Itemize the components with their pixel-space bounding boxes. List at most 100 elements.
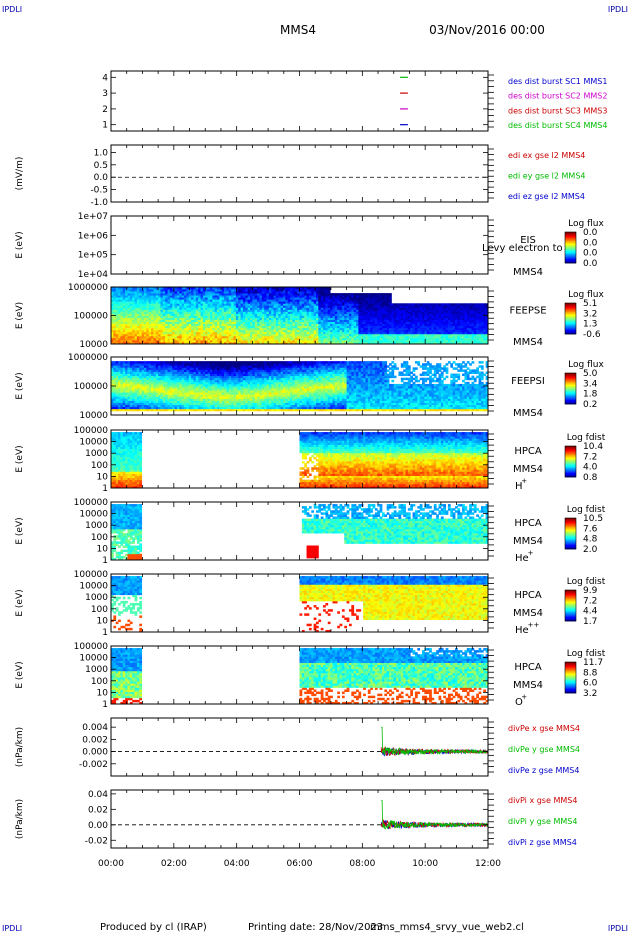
spectrogram-cell: [129, 388, 133, 391]
spectrogram-cell: [155, 341, 159, 345]
spectrogram-cell: [155, 375, 159, 379]
spectrogram-cell: [436, 303, 439, 306]
spectrogram-cell: [419, 327, 423, 331]
spectrogram-cell: [136, 365, 140, 368]
spectrogram-cell: [299, 331, 303, 335]
spectrogram-cell: [398, 331, 402, 335]
spectrogram-cell: [466, 327, 470, 331]
spectrogram-cell: [320, 303, 324, 306]
spectrogram-cell: [483, 307, 487, 310]
spectrogram-cell: [459, 335, 463, 339]
spectrogram-cell: [176, 303, 180, 306]
spectrogram-cell: [363, 315, 366, 318]
spectrogram-cell: [153, 319, 157, 323]
spectrogram-cell: [259, 325, 263, 329]
spectrogram-cell: [332, 313, 336, 316]
spectrogram-cell: [339, 341, 343, 345]
spectrogram-cell: [226, 329, 230, 333]
spectrogram-cell: [219, 305, 223, 308]
spectrogram-cell: [122, 301, 126, 304]
spectrogram-cell: [391, 315, 395, 318]
spectrogram-cell: [374, 327, 378, 331]
spectrogram-cell: [127, 363, 131, 366]
colorbar-step: [565, 242, 576, 245]
spectrogram-cell: [141, 303, 145, 306]
spectrogram-cell: [473, 339, 477, 343]
spectrogram-cell: [377, 333, 381, 337]
spectrogram-cell: [160, 301, 164, 304]
spectrogram-cell: [480, 327, 484, 331]
spectrogram-cell: [165, 293, 168, 296]
spectrogram-cell: [184, 293, 187, 296]
spectrogram-cell: [111, 327, 114, 331]
spectrogram-cell: [398, 303, 402, 306]
spectrogram-cell: [219, 313, 223, 316]
spectrogram-cell: [122, 375, 126, 379]
spectrogram-cell: [370, 323, 373, 327]
spectrogram-cell: [250, 321, 253, 325]
spectrogram-cell: [459, 323, 463, 327]
spectrogram-cell: [367, 319, 371, 323]
spectrogram-cell: [214, 323, 218, 327]
spectrogram-cell: [280, 323, 284, 327]
spectrogram-cell: [129, 331, 133, 335]
spectrogram-cell: [445, 315, 449, 318]
spectrogram-cell: [214, 341, 218, 345]
spectrogram-cell: [311, 317, 315, 320]
spectrogram-cell: [132, 383, 135, 387]
spectrogram-cell: [398, 327, 402, 331]
spectrogram-cell: [188, 299, 192, 302]
spectrogram-cell: [304, 289, 307, 292]
spectrogram-cell: [447, 317, 451, 320]
spectrogram-cell: [125, 291, 128, 294]
spectrogram-cell: [374, 313, 378, 316]
spectrogram-cell: [160, 402, 164, 406]
spectrogram-cell: [433, 311, 437, 314]
spectrogram-cell: [224, 341, 227, 345]
spectrogram-cell: [358, 313, 362, 316]
spectrogram-cell: [280, 339, 284, 343]
spectrogram-cell: [127, 287, 131, 290]
spectrogram-cell: [136, 396, 140, 399]
spectrogram-cell: [377, 323, 381, 327]
spectrogram-cell: [412, 307, 416, 310]
spectrogram-cell: [464, 325, 468, 329]
spectrogram-cell: [351, 325, 355, 329]
spectrogram-cell: [113, 297, 117, 300]
spectrogram-cell: [433, 303, 437, 306]
spectrogram-cell: [330, 297, 333, 300]
spectrogram-cell: [386, 295, 390, 298]
colorbar-tick-label: 5.1: [583, 299, 597, 309]
spectrogram-cell: [424, 335, 428, 339]
spectrogram-cell: [374, 323, 378, 327]
spectrogram-cell: [266, 329, 270, 333]
spectrogram-cell: [174, 325, 178, 329]
spectrogram-cell: [122, 295, 126, 298]
spectrogram-cell: [469, 339, 472, 343]
spectrogram-cell: [323, 337, 326, 341]
spectrogram-cell: [313, 299, 317, 302]
spectrogram-cell: [219, 325, 223, 329]
spectrogram-cell: [346, 339, 350, 343]
spectrogram-cell: [304, 287, 307, 290]
spectrogram-cell: [330, 301, 333, 304]
spectrogram-cell: [252, 327, 256, 331]
spectrogram-cell: [297, 297, 300, 300]
spectrogram-cell: [209, 295, 213, 298]
spectrogram-cell: [238, 309, 241, 312]
spectrogram-cell: [426, 323, 430, 327]
spectrogram-cell: [158, 373, 161, 377]
spectrogram-cell: [473, 317, 477, 320]
spectrogram-cell: [337, 333, 340, 337]
spectrogram-cell: [141, 317, 145, 320]
spectrogram-cell: [433, 323, 437, 327]
spectrogram-cell: [198, 329, 201, 333]
spectrogram-cell: [353, 301, 357, 304]
spectrogram-cell: [134, 295, 138, 298]
spectrogram-cell: [139, 388, 143, 391]
spectrogram-cell: [344, 303, 348, 306]
spectrogram-cell: [311, 337, 315, 341]
spectrogram-cell: [115, 311, 119, 314]
spectrogram-cell: [153, 289, 157, 292]
spectrogram-cell: [132, 408, 135, 412]
